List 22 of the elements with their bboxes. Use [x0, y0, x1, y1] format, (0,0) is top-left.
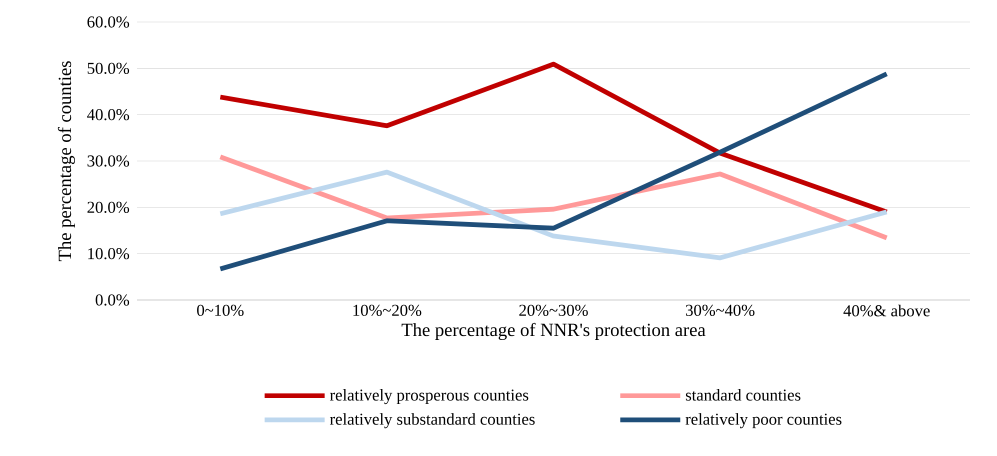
x-tick-label: 0~10% — [197, 304, 244, 316]
y-tick-label: 40.0% — [87, 109, 130, 120]
x-axis-title: The percentage of NNR's protection area — [402, 322, 706, 340]
line-series — [218, 170, 890, 260]
line-series — [218, 72, 890, 272]
y-tick-label: 60.0% — [87, 16, 130, 28]
x-tick-label: 20%~30% — [519, 304, 588, 316]
legend-label: standard counties — [686, 388, 800, 401]
y-tick-label: 30.0% — [88, 155, 130, 167]
y-tick-label: 50.0% — [88, 62, 130, 74]
y-tick-label: 0.0% — [96, 294, 130, 306]
legend-label: relatively poor counties — [686, 413, 842, 428]
y-tick-label: 10.0% — [88, 248, 130, 260]
x-tick-label: 40%& above — [843, 304, 930, 316]
legend-label: relatively substandard counties — [330, 413, 535, 428]
x-tick-label: 10%~20% — [353, 304, 422, 316]
line-series — [218, 62, 890, 214]
line-series — [218, 154, 890, 240]
x-tick-label: 30%~40% — [686, 304, 754, 316]
y-axis-title: The percentage of counties — [58, 61, 75, 262]
y-tick-label: 20.0% — [87, 202, 130, 213]
legend-label: relatively prosperous counties — [330, 388, 528, 404]
